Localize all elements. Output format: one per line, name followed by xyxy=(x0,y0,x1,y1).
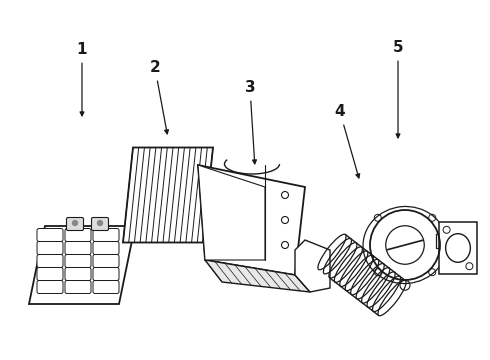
Text: 5: 5 xyxy=(392,40,403,138)
FancyBboxPatch shape xyxy=(67,217,83,230)
FancyBboxPatch shape xyxy=(37,255,63,267)
FancyBboxPatch shape xyxy=(65,242,91,255)
Polygon shape xyxy=(437,228,458,248)
FancyBboxPatch shape xyxy=(93,255,119,267)
Polygon shape xyxy=(198,165,305,275)
Text: 3: 3 xyxy=(245,81,256,164)
Circle shape xyxy=(98,220,102,225)
FancyBboxPatch shape xyxy=(93,280,119,293)
FancyBboxPatch shape xyxy=(65,255,91,267)
Polygon shape xyxy=(439,222,477,274)
Polygon shape xyxy=(198,165,265,260)
Text: 4: 4 xyxy=(335,104,360,178)
Polygon shape xyxy=(205,260,310,292)
FancyBboxPatch shape xyxy=(37,229,63,242)
FancyBboxPatch shape xyxy=(37,280,63,293)
Text: 1: 1 xyxy=(77,42,87,116)
FancyBboxPatch shape xyxy=(65,280,91,293)
Polygon shape xyxy=(29,226,135,304)
Circle shape xyxy=(73,220,77,225)
FancyBboxPatch shape xyxy=(92,217,108,230)
Polygon shape xyxy=(123,148,213,243)
FancyBboxPatch shape xyxy=(65,267,91,280)
FancyBboxPatch shape xyxy=(37,267,63,280)
Polygon shape xyxy=(295,240,330,292)
FancyBboxPatch shape xyxy=(93,242,119,255)
FancyBboxPatch shape xyxy=(65,229,91,242)
FancyBboxPatch shape xyxy=(93,229,119,242)
Text: 2: 2 xyxy=(149,60,169,134)
FancyBboxPatch shape xyxy=(93,267,119,280)
FancyBboxPatch shape xyxy=(37,242,63,255)
